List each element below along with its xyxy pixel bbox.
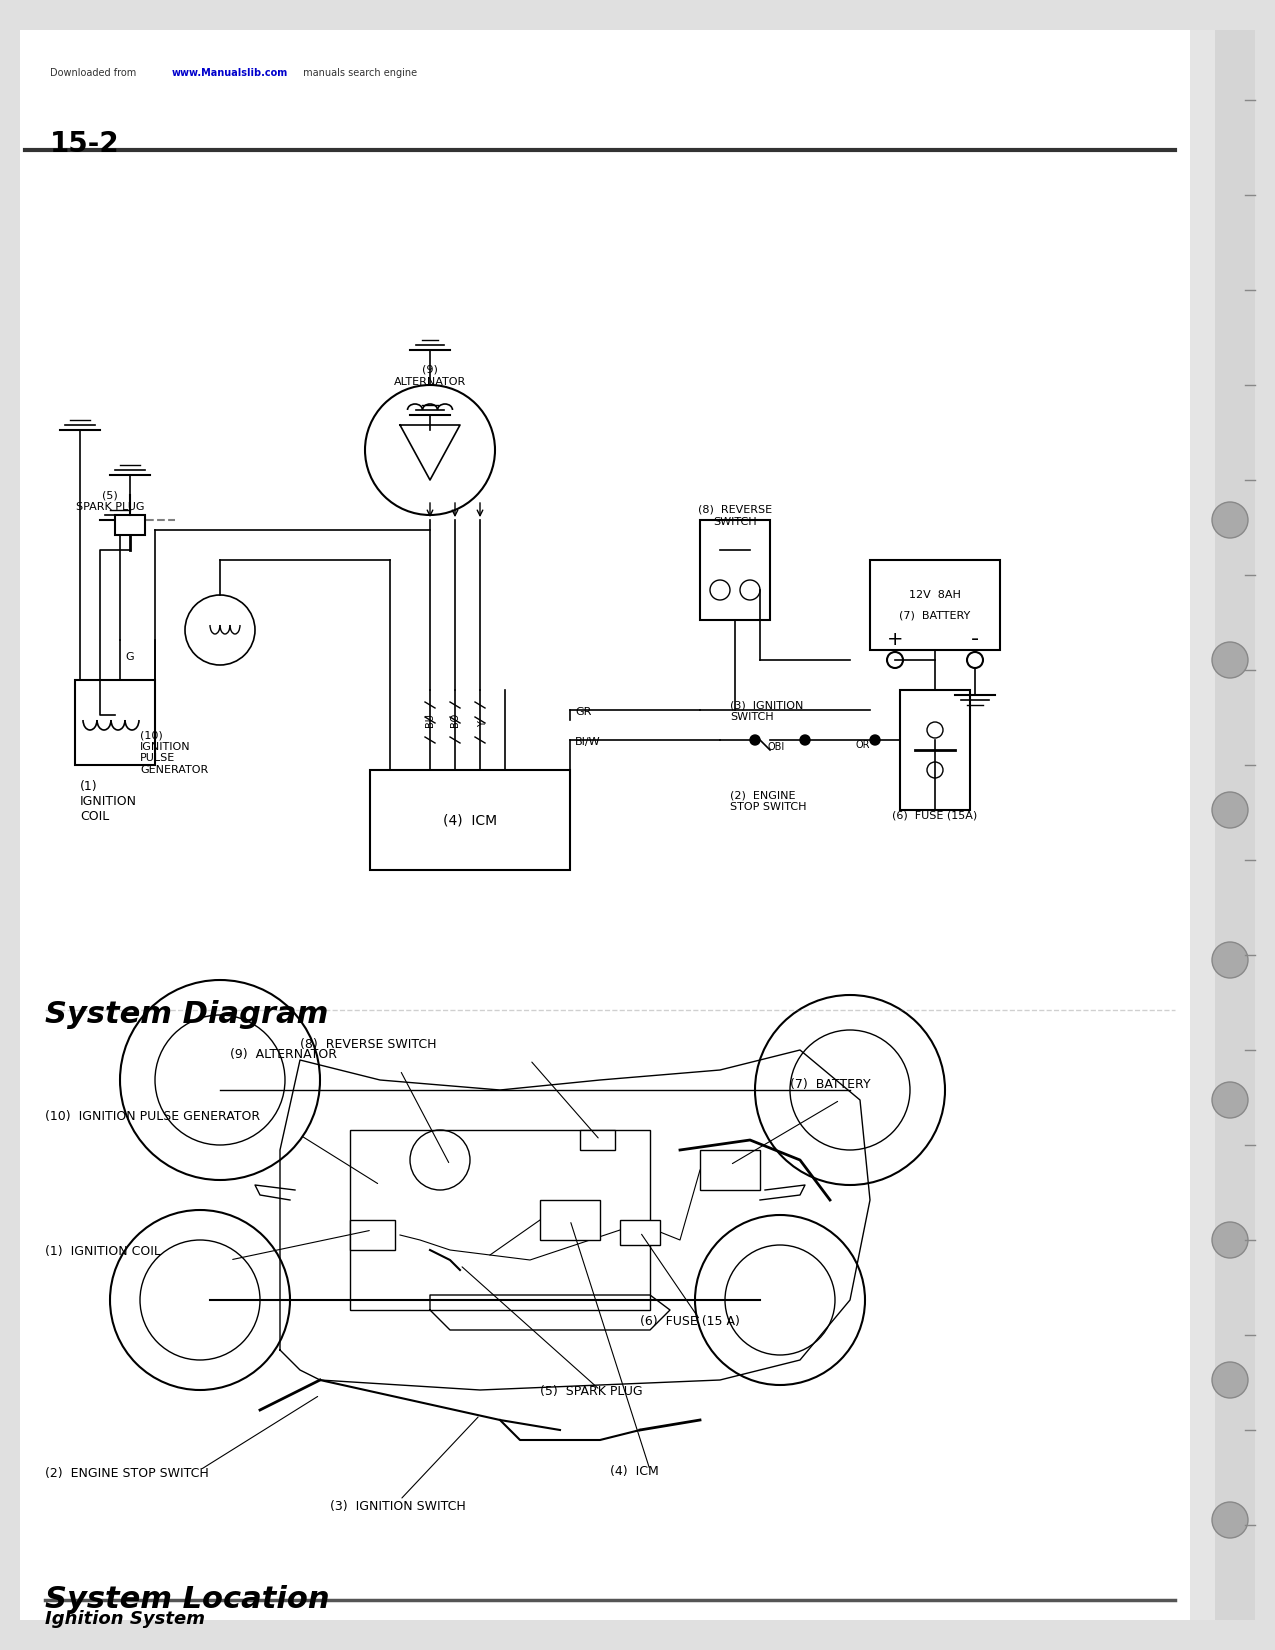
Text: +: + — [886, 630, 903, 648]
Bar — [370, 771, 570, 870]
Circle shape — [750, 734, 760, 746]
Text: G: G — [125, 652, 134, 662]
Circle shape — [1213, 642, 1248, 678]
Bar — [620, 1219, 660, 1246]
Text: (7)  BATTERY: (7) BATTERY — [899, 610, 970, 620]
Bar — [1190, 30, 1255, 1620]
Circle shape — [870, 734, 880, 746]
Text: (9)  ALTERNATOR: (9) ALTERNATOR — [230, 1048, 337, 1061]
Text: BO: BO — [450, 713, 460, 728]
Text: manuals search engine: manuals search engine — [300, 68, 417, 78]
Text: (2)  ENGINE
STOP SWITCH: (2) ENGINE STOP SWITCH — [731, 790, 807, 812]
Text: OR: OR — [856, 739, 870, 751]
Text: 12V  8AH: 12V 8AH — [909, 591, 961, 601]
Text: 15-2: 15-2 — [50, 130, 120, 158]
Bar — [351, 1130, 650, 1310]
Bar — [541, 1200, 601, 1241]
Circle shape — [1213, 1223, 1248, 1257]
Circle shape — [1213, 1361, 1248, 1398]
Text: BU: BU — [425, 713, 435, 728]
Circle shape — [1213, 1502, 1248, 1538]
Circle shape — [1213, 792, 1248, 828]
Text: OBI: OBI — [768, 742, 784, 752]
Text: Ignition System: Ignition System — [45, 1610, 205, 1629]
Text: -: - — [972, 629, 979, 648]
Text: (10)  IGNITION PULSE GENERATOR: (10) IGNITION PULSE GENERATOR — [45, 1110, 260, 1124]
Circle shape — [1213, 502, 1248, 538]
Text: (3)  IGNITION SWITCH: (3) IGNITION SWITCH — [330, 1500, 465, 1513]
Text: (9)
ALTERNATOR: (9) ALTERNATOR — [394, 365, 467, 386]
Text: System Diagram: System Diagram — [45, 1000, 329, 1030]
Text: (8)  REVERSE
SWITCH: (8) REVERSE SWITCH — [697, 505, 773, 526]
Circle shape — [799, 734, 810, 746]
Text: (5)
SPARK PLUG: (5) SPARK PLUG — [75, 490, 144, 512]
Bar — [580, 1130, 615, 1150]
Text: GR: GR — [575, 706, 592, 718]
Text: (4)  ICM: (4) ICM — [609, 1465, 659, 1478]
Bar — [75, 680, 156, 766]
Bar — [700, 520, 770, 620]
Text: (1)  IGNITION COIL: (1) IGNITION COIL — [45, 1246, 161, 1257]
Text: (10)
IGNITION
PULSE
GENERATOR: (10) IGNITION PULSE GENERATOR — [140, 729, 208, 775]
Circle shape — [1213, 942, 1248, 978]
Text: (5)  SPARK PLUG: (5) SPARK PLUG — [541, 1384, 643, 1398]
Text: (1)
IGNITION
COIL: (1) IGNITION COIL — [80, 780, 136, 823]
Circle shape — [1213, 1082, 1248, 1119]
Text: www.Manualslib.com: www.Manualslib.com — [172, 68, 288, 78]
Text: (6)  FUSE (15 A): (6) FUSE (15 A) — [640, 1315, 739, 1328]
Text: Downloaded from: Downloaded from — [50, 68, 139, 78]
Text: (7)  BATTERY: (7) BATTERY — [790, 1077, 871, 1091]
Bar — [870, 559, 1000, 650]
Text: (6)  FUSE (15A): (6) FUSE (15A) — [892, 810, 978, 820]
Bar — [351, 1219, 395, 1251]
Bar — [900, 690, 970, 810]
Text: (8)  REVERSE SWITCH: (8) REVERSE SWITCH — [300, 1038, 436, 1051]
Text: Y: Y — [478, 721, 488, 728]
Bar — [700, 1150, 760, 1190]
Text: System Location: System Location — [45, 1586, 330, 1614]
Text: (4)  ICM: (4) ICM — [442, 813, 497, 827]
Bar — [115, 515, 145, 535]
Circle shape — [365, 384, 495, 515]
Text: (3)  IGNITION
SWITCH: (3) IGNITION SWITCH — [731, 700, 803, 723]
Text: (2)  ENGINE STOP SWITCH: (2) ENGINE STOP SWITCH — [45, 1467, 209, 1480]
Text: BI/W: BI/W — [575, 738, 601, 747]
